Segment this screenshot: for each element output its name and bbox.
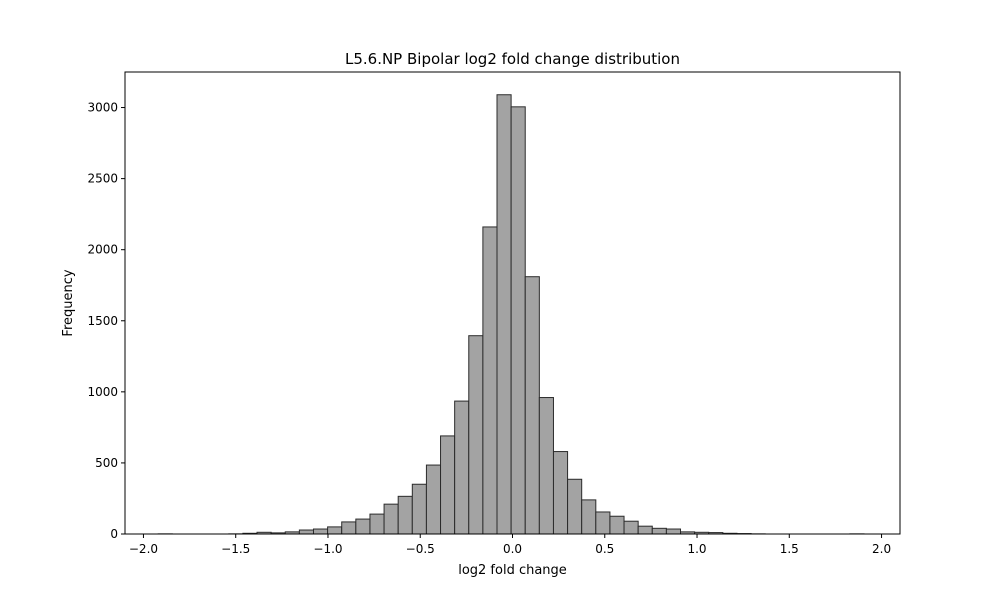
histogram-bar bbox=[469, 336, 483, 534]
y-tick-label: 1000 bbox=[87, 385, 118, 399]
y-tick-label: 0 bbox=[110, 527, 118, 541]
x-tick-label: 0.5 bbox=[595, 542, 614, 556]
histogram-bar bbox=[370, 514, 384, 534]
histogram-bar bbox=[398, 496, 412, 534]
histogram-bar bbox=[497, 95, 511, 534]
x-tick-label: −1.5 bbox=[221, 542, 250, 556]
histogram-bar bbox=[511, 107, 525, 534]
x-tick-label: 1.0 bbox=[687, 542, 706, 556]
histogram-bar bbox=[652, 528, 666, 534]
y-tick-label: 500 bbox=[95, 456, 118, 470]
x-axis-label: log2 fold change bbox=[458, 563, 567, 578]
x-tick-label: −1.0 bbox=[313, 542, 342, 556]
y-tick-label: 2000 bbox=[87, 243, 118, 257]
y-tick-label: 3000 bbox=[87, 101, 118, 115]
histogram-bar bbox=[384, 504, 398, 534]
histogram-bar bbox=[441, 436, 455, 534]
histogram-bar bbox=[426, 465, 440, 534]
histogram-bar bbox=[624, 521, 638, 534]
histogram-bar bbox=[412, 484, 426, 534]
x-tick-label: 0.0 bbox=[503, 542, 522, 556]
x-tick-label: 1.5 bbox=[780, 542, 799, 556]
histogram-bar bbox=[596, 512, 610, 534]
histogram-bar bbox=[666, 529, 680, 534]
histogram-bar bbox=[553, 452, 567, 534]
x-tick-label: −0.5 bbox=[406, 542, 435, 556]
y-tick-label: 2500 bbox=[87, 172, 118, 186]
x-tick-label: −2.0 bbox=[129, 542, 158, 556]
histogram-bar bbox=[455, 401, 469, 534]
histogram-bar bbox=[539, 398, 553, 534]
histogram-bar bbox=[342, 522, 356, 534]
histogram-bar bbox=[483, 227, 497, 534]
histogram-bar bbox=[328, 527, 342, 534]
histogram-bar bbox=[299, 530, 313, 534]
histogram-bar bbox=[638, 526, 652, 534]
histogram-bar bbox=[610, 516, 624, 534]
y-tick-label: 1500 bbox=[87, 314, 118, 328]
chart-title: L5.6.NP Bipolar log2 fold change distrib… bbox=[345, 50, 680, 68]
histogram-bar bbox=[313, 529, 327, 534]
y-axis-label: Frequency bbox=[61, 269, 76, 336]
histogram-bar bbox=[582, 500, 596, 534]
histogram-bar bbox=[568, 479, 582, 534]
x-tick-label: 2.0 bbox=[872, 542, 891, 556]
histogram-bar bbox=[356, 519, 370, 534]
histogram-bar bbox=[525, 277, 539, 534]
